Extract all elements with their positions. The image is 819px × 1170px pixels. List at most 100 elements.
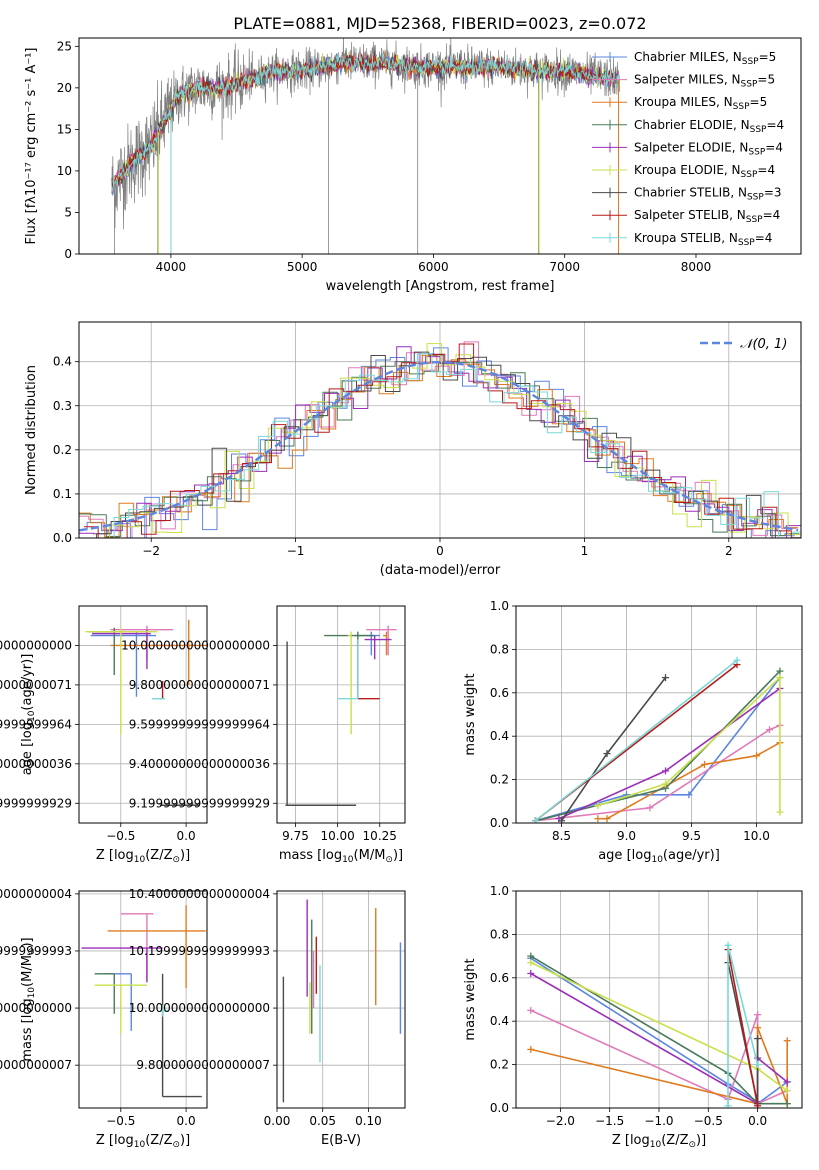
- y-tick-label: 9.80000000000000071: [129, 678, 270, 692]
- figure-title: PLATE=0881, MJD=52368, FIBERID=0023, z=0…: [233, 14, 646, 33]
- x-tick-label: 9.75: [282, 829, 309, 843]
- axis-label: mass [log10(M/M⊙)]: [20, 937, 37, 1061]
- legend: 𝒩(0, 1): [700, 337, 787, 352]
- normal-curve: [79, 360, 799, 532]
- chart-panel: 4000 5000 6000 7000 8000 0 5 10 15 20 25 wavelength…: [24, 37, 802, 294]
- plot-area: [527, 941, 791, 1108]
- y-tick-label: 10.1999999999999993: [129, 944, 270, 958]
- axes-frame: [276, 605, 406, 824]
- errorbar-point: [357, 639, 380, 700]
- errorbar-point: [105, 973, 132, 1031]
- y-tick-label: 0.2: [53, 443, 72, 457]
- x-tick-label: 2: [725, 544, 733, 558]
- x-tick-label: 0.05: [309, 1114, 336, 1128]
- series-marker: [776, 667, 784, 675]
- y-tick-label: 0.1: [53, 487, 72, 501]
- y-tick-label: 0.8: [490, 927, 509, 941]
- x-tick-label: −1: [287, 544, 305, 558]
- series-marker: [701, 760, 708, 768]
- histogram-series: [79, 347, 795, 538]
- y-tick-label: 20: [57, 81, 72, 95]
- series-marker: [776, 674, 784, 682]
- y-tick-label: 10.0000000000000000: [0, 1001, 72, 1015]
- y-tick-label: 10.4000000000000004: [0, 887, 72, 901]
- x-tick-label: 8.5: [552, 829, 571, 843]
- y-tick-label: 0.8: [490, 642, 509, 656]
- x-tick-label: 0.0: [177, 1114, 196, 1128]
- chart-panel: −0.5 0.0 9.19999999999999929 9.400000000000…: [0, 605, 208, 865]
- errorbar-point: [337, 639, 359, 700]
- y-tick-label: 9.40000000000000036: [129, 757, 270, 771]
- spectrum-model-line: [111, 53, 619, 192]
- series-marker: [754, 1035, 762, 1043]
- y-tick-label: 0: [64, 247, 72, 261]
- series-marker: [662, 780, 669, 788]
- series-marker: [558, 817, 565, 823]
- x-tick-label: 4000: [156, 260, 187, 274]
- series-marker: [754, 1024, 762, 1032]
- y-tick-label: 10.1999999999999993: [0, 944, 72, 958]
- series-marker: [532, 817, 539, 823]
- histogram-series: [85, 353, 801, 538]
- series-marker: [733, 656, 741, 664]
- series-marker: [754, 1061, 762, 1069]
- mass-weight-series: [535, 677, 781, 822]
- y-tick-label: 0.0: [53, 531, 72, 545]
- plot-area: [79, 341, 801, 538]
- histogram-series: [83, 343, 801, 538]
- series-marker: [603, 750, 611, 758]
- axis-label: Salpeter STELIB, NSSP=4: [634, 208, 780, 225]
- y-tick-label: 9.8000000000000007: [136, 1058, 270, 1072]
- y-tick-label: 9.8000000000000007: [0, 1058, 72, 1072]
- errorbar-point: [366, 625, 397, 656]
- chart-panel: −0.5 0.0 9.8000000000000007 10.000000000000…: [0, 887, 208, 1150]
- errorbar-point: [94, 973, 115, 1014]
- axis-label: Salpeter MILES, NSSP=5: [634, 73, 775, 90]
- axis-label: Kroupa STELIB, NSSP=4: [634, 231, 772, 248]
- y-tick-label: 10.00000000000000000: [121, 638, 270, 652]
- series-marker: [527, 969, 535, 977]
- histogram-series: [80, 343, 801, 538]
- series-marker: [646, 804, 654, 812]
- mass-weight-series: [727, 949, 759, 1106]
- series-marker: [527, 952, 535, 960]
- series-marker: [776, 808, 784, 816]
- x-tick-label: −0.5: [694, 1114, 723, 1128]
- axes-frame: [78, 890, 208, 1109]
- x-tick-label: 1: [581, 544, 589, 558]
- axis-label: age [log10(age/yr)]: [598, 848, 720, 865]
- histogram-series: [82, 351, 801, 538]
- axis-label: (data-model)/error: [380, 563, 501, 578]
- y-tick-label: 0.2: [490, 1058, 509, 1072]
- y-tick-label: 9.59999999999999964: [129, 717, 270, 731]
- y-tick-label: 9.19999999999999929: [0, 796, 72, 810]
- axis-label: wavelength [Angstrom, rest frame]: [326, 279, 555, 294]
- axis-label: Kroupa MILES, NSSP=5: [634, 95, 767, 112]
- series-marker: [724, 1102, 732, 1108]
- x-tick-label: −0.5: [106, 1114, 135, 1128]
- y-tick-label: 0.2: [490, 773, 509, 787]
- axes-frame: [515, 890, 803, 1109]
- plot-area: [532, 656, 784, 823]
- x-tick-label: 7000: [549, 260, 580, 274]
- series-marker: [766, 726, 773, 734]
- axes-frame: [78, 605, 208, 824]
- series-marker: [754, 1102, 762, 1108]
- mass-weight-series: [530, 955, 788, 1105]
- errorbar-point: [364, 635, 392, 660]
- errorbar-point: [161, 973, 202, 1098]
- series-marker: [603, 815, 611, 823]
- axis-label: Chabrier ELODIE, NSSP=4: [634, 118, 784, 135]
- x-tick-label: 0: [436, 544, 444, 558]
- legend-label: 𝒩(0, 1): [740, 337, 787, 352]
- series-marker: [594, 815, 602, 823]
- y-tick-label: 0.6: [490, 686, 509, 700]
- y-tick-label: 0.4: [490, 729, 509, 743]
- plot-area: [111, 38, 621, 254]
- plot-area: [282, 899, 402, 1103]
- y-tick-label: 10.4000000000000004: [129, 887, 270, 901]
- x-tick-label: 5000: [287, 260, 318, 274]
- chart-panel: −2.0 −1.5 −1.0 −0.5 0.0 0.0 0.2 0.4 0.6 0.8 1.0 Z […: [463, 884, 803, 1150]
- x-tick-label: −1.0: [644, 1114, 673, 1128]
- series-marker: [662, 767, 669, 775]
